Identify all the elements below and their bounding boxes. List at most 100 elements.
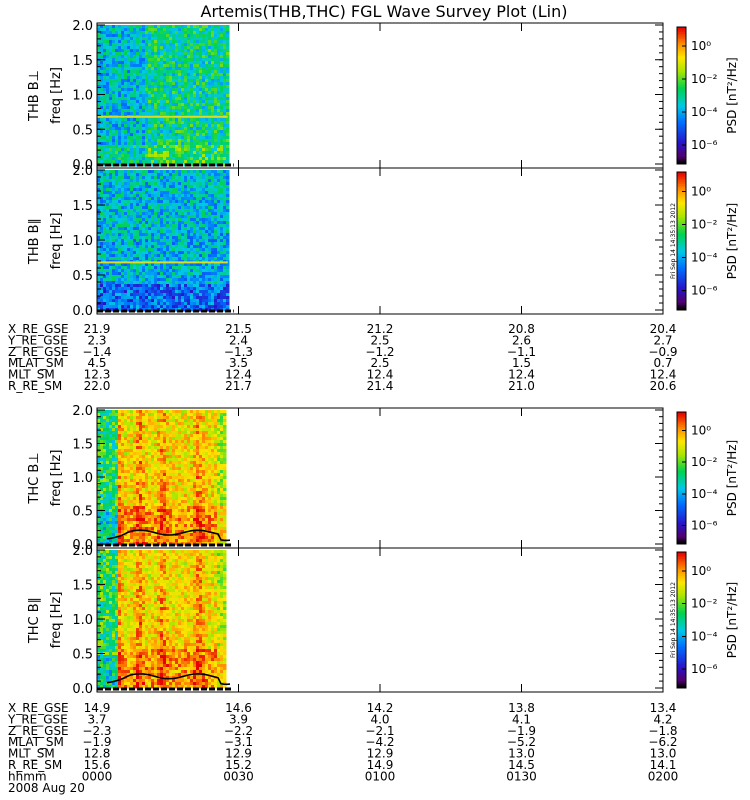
ephemeris-value: 12.3 (84, 368, 111, 382)
ephemeris-value: 0100 (365, 769, 396, 783)
ephemeris-value: 21.0 (508, 379, 535, 393)
timestamp-stamp: Fri Sep 14 14:35:13 2012 (670, 203, 677, 279)
y-tick-label: 0.5 (72, 648, 93, 663)
ephemeris-value: 4.0 (370, 712, 389, 726)
ephemeris-value: 12.9 (225, 747, 252, 761)
ephemeris-value: 13.8 (508, 701, 535, 715)
panel-thb-bpar: 0.0 0.5 1.0 1.5 2.0 THB B∥ freq [Hz] 10⁰ 10⁻² 10⁻… (27, 164, 739, 319)
spectrogram-cells (97, 410, 227, 546)
ephemeris-value: 2.6 (512, 333, 531, 347)
y-tick-label: 1.5 (72, 579, 93, 594)
ephemeris-value: 20.6 (650, 379, 677, 393)
colorbar: 10⁰ 10⁻² 10⁻⁴ 10⁻⁶ (676, 26, 718, 165)
ephemeris-value: 12.4 (508, 368, 535, 382)
ephemeris-label: MLT_SM (8, 368, 55, 382)
trace-line (106, 529, 231, 542)
colorbar-tick-label: 10⁻⁴ (691, 105, 718, 119)
timestamp-stamp: Fri Sep 14 14:35:13 2012 (670, 582, 677, 658)
y-tick-label: 0.5 (72, 123, 93, 138)
ephemeris-value: 3.5 (229, 356, 248, 370)
colorbar: 10⁰ 10⁻² 10⁻⁴ 10⁻⁶ (676, 551, 718, 689)
ephemeris-value: 0.7 (653, 356, 672, 370)
y-tick-label: 2.0 (72, 404, 93, 419)
colorbar-tick-label: 10⁻⁴ (691, 487, 718, 501)
ephemeris-value: 21.5 (225, 322, 252, 336)
y-tick-label: 1.5 (72, 199, 93, 214)
y-label-probe: THC B⊥ (27, 452, 42, 504)
colorbar-tick-label: 10⁻² (691, 455, 718, 469)
colorbar-tick-label: 10⁻⁶ (691, 138, 718, 152)
ephemeris-label: Y_RE_GSE (7, 712, 68, 726)
y-label-probe: THC B∥ (27, 597, 42, 644)
ephemeris-value: 4.1 (512, 712, 531, 726)
colorbar-label: PSD [nT²/Hz] (725, 203, 739, 279)
colorbar-label: PSD [nT²/Hz] (725, 440, 739, 516)
ephemeris-value: 15.2 (225, 758, 252, 772)
colorbar-tick-label: 10⁰ (691, 564, 711, 578)
colorbar: 10⁰ 10⁻² 10⁻⁴ 10⁻⁶ (676, 171, 718, 311)
ephemeris-value: 12.9 (367, 747, 394, 761)
colorbar-tick-label: 10⁻⁴ (691, 629, 718, 643)
ephemeris-label: X_RE_GSE (8, 322, 69, 336)
ephemeris-label: Y_RE_GSE (7, 333, 68, 347)
panel-thb-bperp: 0.0 0.5 1.0 1.5 2.0 THB B⊥ freq [Hz] 10⁰ 10⁻² 10⁻… (27, 19, 739, 173)
colorbar-tick-label: 10⁻⁴ (691, 251, 718, 265)
spectrogram-cells (97, 550, 227, 689)
panel-thc-bpar: 0.0 0.5 1.0 1.5 2.0 THC B∥ freq [Hz] 10⁰ 10⁻² 10⁻… (27, 544, 739, 697)
ephemeris-value: 20.8 (508, 322, 535, 336)
ephemeris-value: 13.4 (650, 701, 677, 715)
y-tick-label: 0.0 (72, 682, 93, 697)
ephemeris-table: X_RE_GSE 21.9 21.5 21.2 20.8 20.4 Y_RE_GSE 2.3 2… (7, 322, 678, 795)
colorbar-tick-label: 10⁻² (691, 217, 718, 231)
thb-ephemeris: X_RE_GSE 21.9 21.5 21.2 20.8 20.4 Y_RE_GSE 2.3 2… (7, 322, 678, 393)
ephemeris-value: 3.7 (87, 712, 106, 726)
ephemeris-value: 12.4 (650, 368, 677, 382)
ephemeris-label: MLT_SM (8, 747, 55, 761)
ephemeris-value: 21.2 (367, 322, 394, 336)
ephemeris-value: 14.1 (650, 758, 677, 772)
ephemeris-value: 3.9 (229, 712, 248, 726)
ephemeris-value: 2.4 (229, 333, 248, 347)
ephemeris-value: −1.8 (648, 724, 677, 738)
y-axis-label: freq [Hz] (49, 67, 64, 124)
ephemeris-value: −5.2 (507, 735, 536, 749)
ephemeris-value: 20.4 (650, 322, 677, 336)
ephemeris-value: −4.2 (365, 735, 394, 749)
ephemeris-value: 13.0 (650, 747, 677, 761)
ephemeris-value: 0000 (82, 769, 113, 783)
ephemeris-value: 14.9 (84, 701, 111, 715)
y-tick-label: 1.0 (72, 613, 93, 628)
ephemeris-value: −3.1 (224, 735, 253, 749)
ephemeris-label: Z_RE_GSE (8, 345, 69, 359)
y-tick-label: 0.0 (72, 304, 93, 319)
ephemeris-value: 21.9 (84, 322, 111, 336)
ephemeris-label: X_RE_GSE (8, 701, 69, 715)
colorbar-tick-label: 10⁻² (691, 597, 718, 611)
ephemeris-value: 0130 (506, 769, 537, 783)
ephemeris-value: 21.4 (367, 379, 394, 393)
y-axis-label: freq [Hz] (49, 213, 64, 270)
page-title: Artemis(THB,THC) FGL Wave Survey Plot (L… (201, 2, 568, 21)
ephemeris-value: −2.1 (365, 724, 394, 738)
colorbar-tick-label: 10⁰ (691, 39, 711, 53)
ephemeris-value: 12.4 (367, 368, 394, 382)
ephemeris-value: 21.7 (225, 379, 252, 393)
ephemeris-value: 4.2 (653, 712, 672, 726)
y-tick-label: 1.5 (72, 438, 93, 453)
y-tick-label: 0.5 (72, 505, 93, 520)
colorbar-tick-label: 10⁻⁶ (691, 662, 718, 676)
y-tick-label: 2.0 (72, 544, 93, 559)
ephemeris-value: −2.2 (224, 724, 253, 738)
ephemeris-value: −1.2 (365, 345, 394, 359)
colorbar-label: PSD [nT²/Hz] (725, 582, 739, 658)
y-axis-label: freq [Hz] (49, 592, 64, 649)
ephemeris-value: 2.5 (370, 333, 389, 347)
y-label-probe: THB B⊥ (27, 70, 42, 122)
y-tick-label: 2.0 (72, 19, 93, 34)
colorbar-label: PSD [nT²/Hz] (725, 57, 739, 133)
ephemeris-value: 0030 (223, 769, 254, 783)
ephemeris-label: MLAT_SM (8, 356, 64, 370)
ephemeris-value: 4.5 (87, 356, 106, 370)
ephemeris-value: 2.7 (653, 333, 672, 347)
